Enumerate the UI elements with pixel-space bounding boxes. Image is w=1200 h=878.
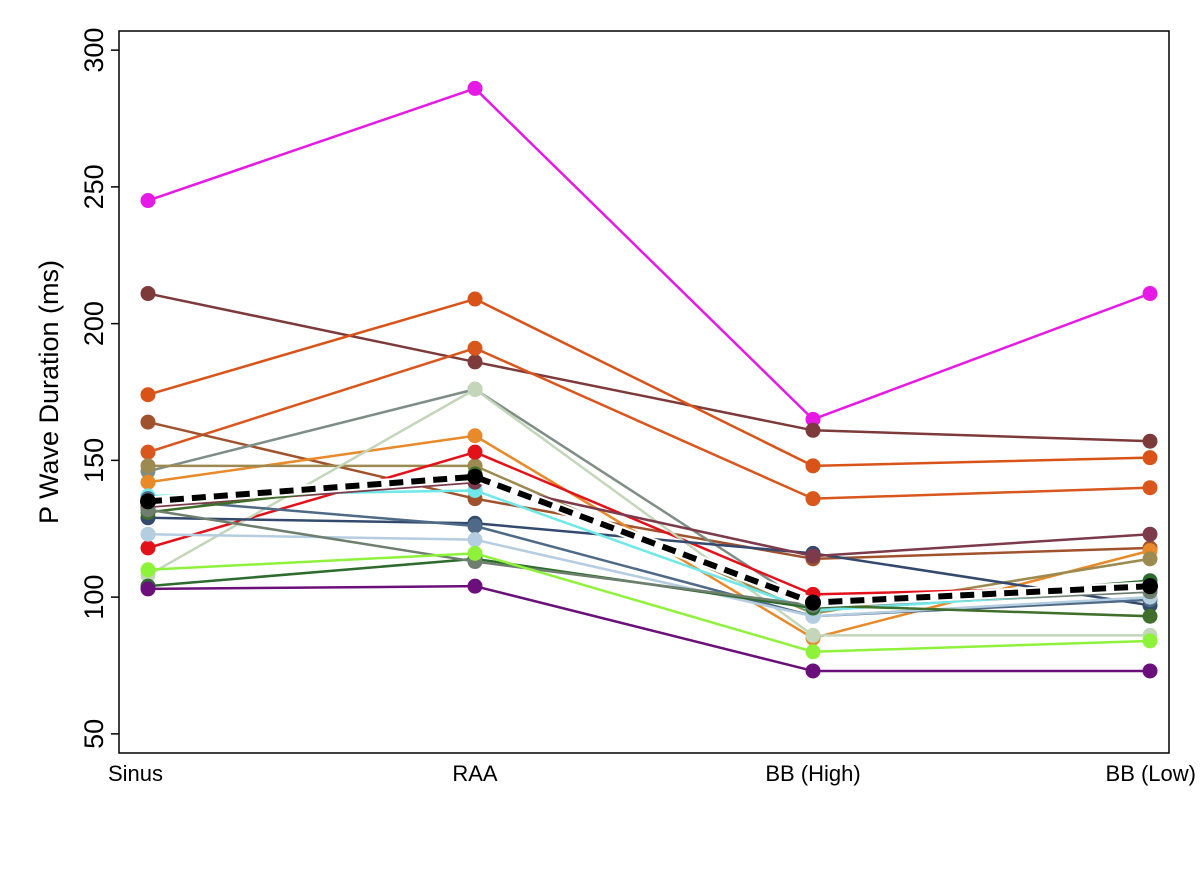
series-line: [147, 388, 1150, 637]
data-point: [140, 444, 156, 460]
data-point: [805, 458, 821, 474]
data-point: [1142, 633, 1158, 649]
series-subject-orange-1: [140, 291, 1158, 474]
data-point: [805, 411, 821, 427]
data-point: [140, 387, 156, 403]
series-line: [147, 473, 1151, 606]
series-line: [147, 87, 1151, 421]
series-line: [147, 584, 1150, 673]
series-subject-orange-2: [140, 340, 1158, 507]
data-point: [140, 414, 156, 430]
x-axis: Sinus RAA BB (High) BB (Low): [108, 761, 1196, 786]
series-line: [147, 346, 1151, 500]
data-point: [467, 80, 483, 96]
series-subject-magenta: [140, 80, 1158, 427]
series-layer: [140, 80, 1158, 679]
data-point: [140, 474, 156, 490]
data-point: [805, 663, 821, 679]
series-subject-gray-green: [140, 381, 1158, 616]
y-axis-label: P Wave Duration (ms): [34, 260, 64, 524]
plot-frame: [118, 30, 1170, 754]
data-point: [467, 340, 483, 356]
data-point: [467, 468, 483, 485]
data-point: [140, 458, 156, 474]
series-line: [147, 292, 1151, 443]
series-line: [147, 297, 1151, 468]
x-tick-label: Sinus: [108, 761, 163, 786]
data-point: [467, 354, 483, 370]
data-point: [805, 627, 821, 643]
data-point: [467, 428, 483, 444]
y-axis: 50 100 150 200 250 300: [79, 28, 119, 749]
series-subject-purple: [140, 578, 1158, 679]
data-point: [1142, 450, 1158, 466]
y-tick-label: 50: [79, 719, 109, 749]
data-point: [805, 491, 821, 507]
series-subject-lime: [140, 545, 1158, 660]
data-point: [805, 644, 821, 660]
series-mean: [140, 468, 1158, 611]
data-point: [140, 193, 156, 209]
series-line: [147, 481, 1151, 558]
data-point: [140, 540, 156, 556]
data-point: [1142, 480, 1158, 496]
series-line: [147, 388, 1151, 610]
x-tick-label: BB (Low): [1106, 761, 1196, 786]
data-point: [805, 594, 821, 611]
data-point: [805, 422, 821, 438]
series-line: [147, 420, 1151, 561]
series-subject-maroon: [140, 286, 1158, 449]
data-point: [805, 548, 821, 564]
data-point: [467, 532, 483, 548]
data-point: [467, 578, 483, 594]
data-point: [140, 493, 156, 510]
data-point: [1142, 608, 1158, 624]
data-point: [140, 526, 156, 542]
data-point: [467, 518, 483, 534]
data-point: [140, 562, 156, 578]
series-line: [147, 497, 1151, 618]
data-point: [467, 545, 483, 561]
y-tick-label: 250: [79, 164, 109, 209]
y-tick-label: 200: [79, 301, 109, 346]
x-tick-label: RAA: [452, 761, 498, 786]
y-tick-label: 150: [79, 438, 109, 483]
y-tick-label: 100: [79, 575, 109, 620]
data-point: [467, 291, 483, 307]
data-point: [1142, 526, 1158, 542]
series-line: [147, 532, 1151, 618]
data-point: [467, 381, 483, 397]
data-point: [140, 286, 156, 302]
y-tick-label: 300: [79, 28, 109, 73]
data-point: [1142, 663, 1158, 679]
data-point: [1142, 433, 1158, 449]
x-tick-label: BB (High): [765, 761, 860, 786]
data-point: [1142, 578, 1158, 595]
data-point: [140, 581, 156, 597]
data-point: [467, 444, 483, 460]
data-point: [1142, 286, 1158, 302]
data-point: [1142, 551, 1158, 567]
series-line: [147, 552, 1151, 654]
